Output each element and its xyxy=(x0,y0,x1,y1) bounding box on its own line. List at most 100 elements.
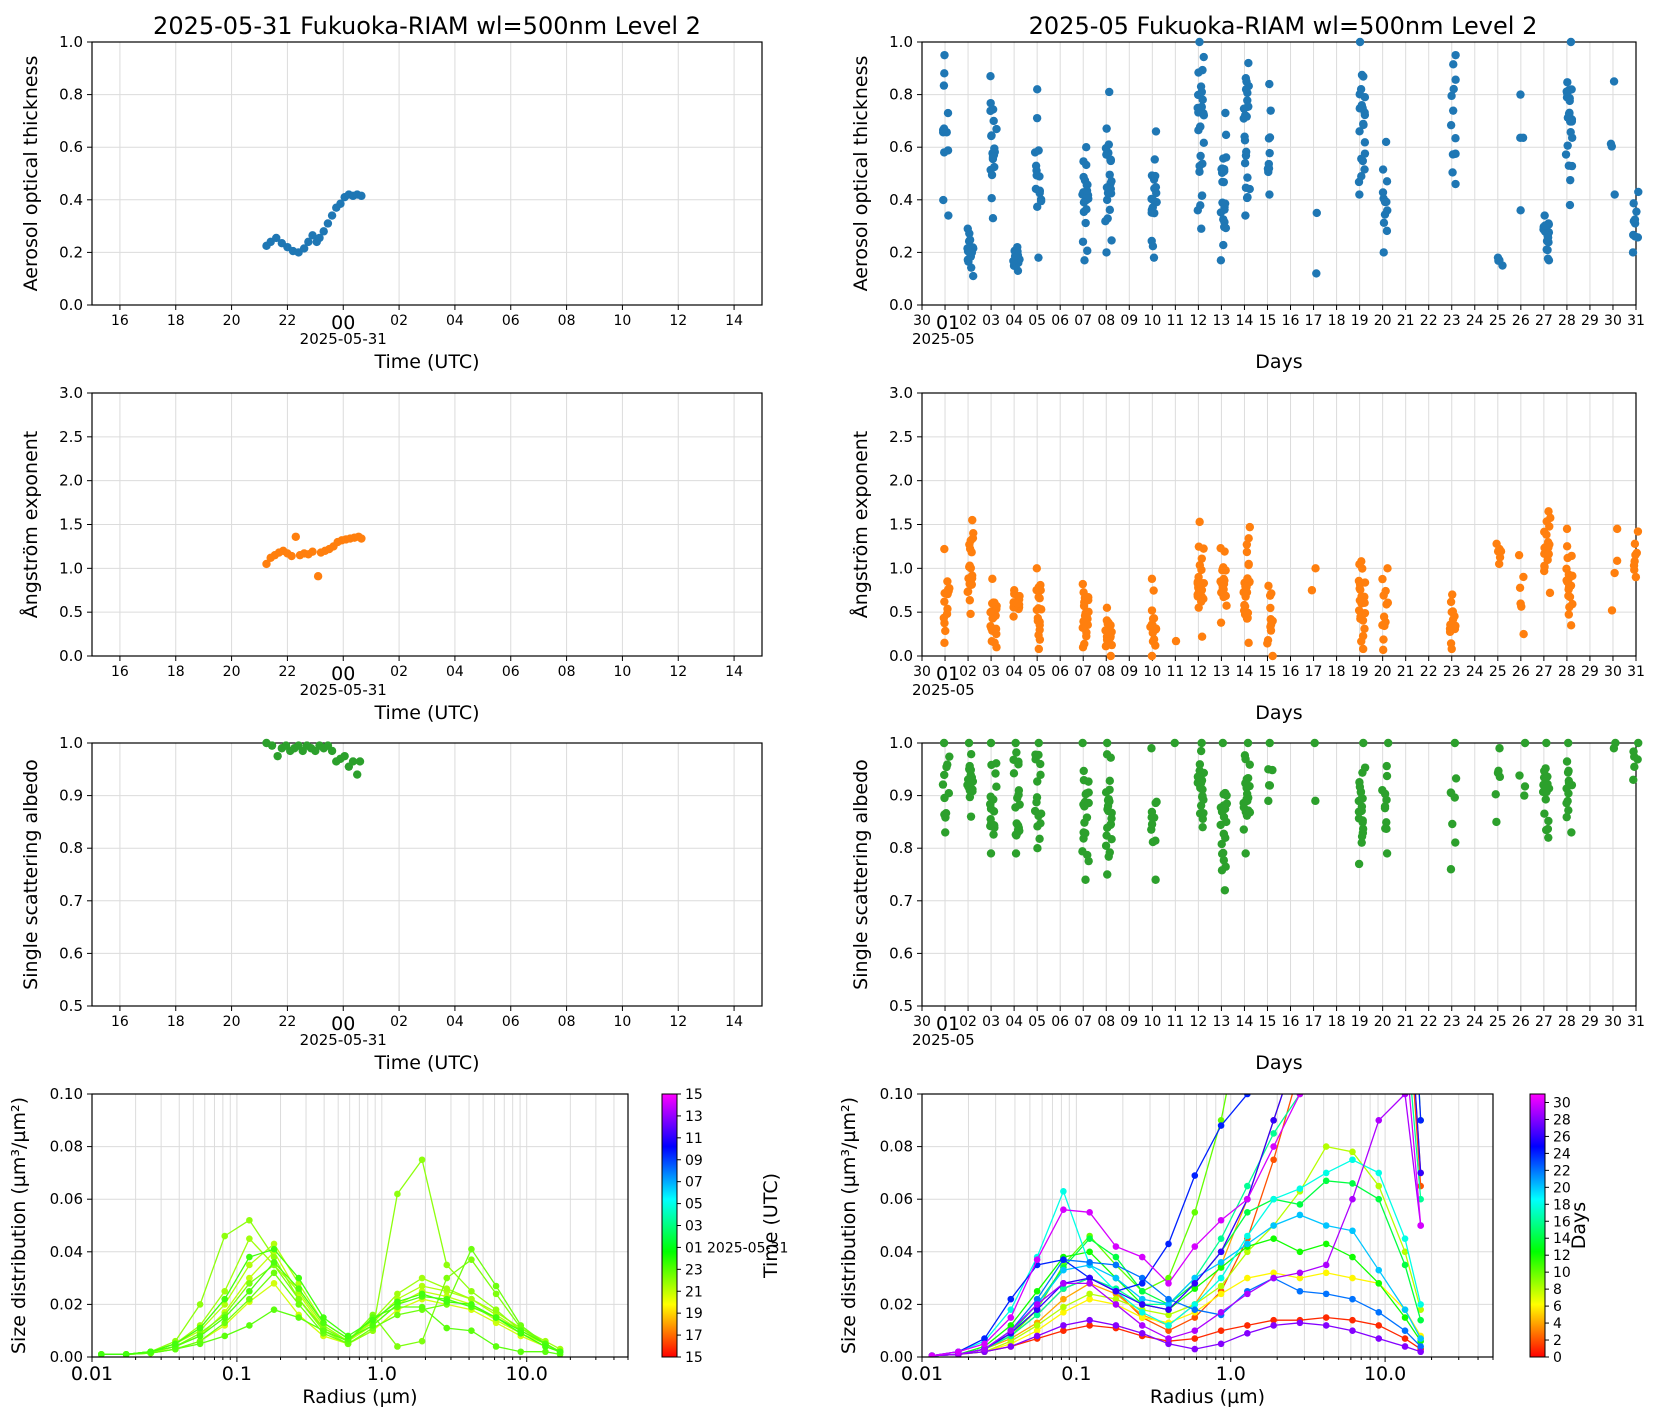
monthly-size-series-line xyxy=(931,1319,1421,1357)
monthly-ae-ytick-label: 1.5 xyxy=(889,516,913,534)
monthly-size-series-point xyxy=(1060,1206,1067,1214)
monthly-ae-point xyxy=(1539,566,1549,576)
daily-ssa-xtick-label: 06 xyxy=(502,1014,520,1030)
monthly-size-series-point xyxy=(1296,1185,1304,1192)
monthly-size-series-point xyxy=(1270,1117,1277,1124)
monthly-ae-point xyxy=(1610,568,1619,578)
daily-size-series-point xyxy=(221,1332,229,1340)
monthly-aot-point xyxy=(1083,246,1092,255)
monthly-colorbar-tick-label: 6 xyxy=(1553,1299,1562,1315)
monthly-ae-point xyxy=(1630,565,1639,575)
monthly-aot-point xyxy=(1630,232,1640,241)
daily-size-series-point xyxy=(394,1298,401,1306)
daily-size-series-point xyxy=(246,1280,253,1287)
monthly-ae-xtick-label: 20 xyxy=(1374,664,1392,680)
daily-aot-xtick-label: 00 xyxy=(331,312,355,334)
monthly-ssa-point xyxy=(1492,817,1501,827)
monthly-ssa-point xyxy=(1358,768,1367,777)
monthly-aot-point xyxy=(1240,136,1250,145)
right-figure-title: 2025-05 Fukuoka-RIAM wl=500nm Level 2 xyxy=(1029,12,1538,40)
monthly-size-series-point xyxy=(1033,1306,1041,1313)
daily-size-series-point xyxy=(517,1348,525,1356)
daily-size-series-point xyxy=(320,1319,327,1327)
monthly-size-series-point xyxy=(1375,696,1382,703)
monthly-aot-xtick-label: 02 xyxy=(959,313,977,329)
monthly-size-series-point xyxy=(1112,1253,1120,1261)
monthly-ssa-point xyxy=(1520,782,1530,791)
monthly-ae-point xyxy=(1544,543,1553,552)
monthly-colorbar-tick-label: 18 xyxy=(1553,1197,1571,1213)
monthly-ae-point xyxy=(1357,557,1366,566)
monthly-ae-point xyxy=(1545,588,1555,598)
monthly-aot-point xyxy=(1447,91,1456,101)
monthly-ssa-point xyxy=(1031,750,1040,759)
monthly-ae-point xyxy=(1519,572,1528,582)
monthly-aot-point xyxy=(1382,197,1391,207)
monthly-size-ytick-label: 0.04 xyxy=(880,1243,913,1261)
monthly-ssa-ytick-label: 1.0 xyxy=(889,734,913,752)
daily-colorbar-tick-label: 21 xyxy=(685,1284,703,1300)
monthly-ssa-point xyxy=(1359,738,1368,748)
monthly-ssa-point xyxy=(989,830,998,839)
monthly-ssa-point xyxy=(1242,774,1251,784)
monthly-ae-point xyxy=(1242,540,1252,549)
monthly-aot-point xyxy=(1151,127,1161,136)
daily-size-series-point xyxy=(418,1337,426,1345)
daily-ssa-ytick-label: 0.7 xyxy=(59,892,83,910)
monthly-size-series-point xyxy=(1297,1038,1304,1045)
monthly-aot-point xyxy=(1566,175,1575,185)
monthly-ssa-point xyxy=(1217,839,1226,849)
daily-size-series-point xyxy=(270,1280,278,1287)
monthly-ae-point xyxy=(1450,611,1459,621)
daily-aot-ytick-label: 0.2 xyxy=(59,243,83,261)
monthly-ae-xtick-label: 04 xyxy=(1005,664,1023,680)
monthly-ssa-xtick-label: 03 xyxy=(982,1014,1000,1030)
monthly-size-series-point xyxy=(1270,1130,1277,1137)
daily-colorbar-tick-label: 23 xyxy=(685,1262,703,1278)
monthly-size-series-point xyxy=(1086,1259,1093,1266)
daily-size-series-point xyxy=(221,1287,229,1295)
monthly-ssa-point xyxy=(1011,738,1020,748)
monthly-ae-point xyxy=(986,608,995,617)
monthly-ssa-point xyxy=(1382,818,1391,827)
monthly-aot-point xyxy=(1378,188,1388,197)
monthly-ssa-point xyxy=(1081,875,1090,884)
daily-aot-xtick-label: 16 xyxy=(111,313,129,329)
monthly-size-series-point xyxy=(1138,1280,1146,1287)
monthly-size-series-point xyxy=(1060,1256,1067,1263)
monthly-size-series-point xyxy=(1165,1295,1172,1303)
monthly-ssa-point xyxy=(1033,844,1042,853)
monthly-aot-point xyxy=(1217,168,1227,178)
monthly-size-series-point xyxy=(1033,1256,1041,1263)
monthly-ssa-point xyxy=(1383,738,1393,748)
monthly-size-series-point xyxy=(1270,1143,1277,1150)
monthly-size-series-point xyxy=(1375,1117,1383,1124)
monthly-size-series-point xyxy=(1296,1211,1304,1219)
monthly-ssa-point xyxy=(1629,747,1638,756)
monthly-ae-xtick-label: 30 xyxy=(913,664,931,680)
monthly-aot-point xyxy=(1356,85,1366,94)
monthly-size-series-point xyxy=(1086,1209,1093,1216)
monthly-size-series-point xyxy=(1244,1274,1251,1282)
monthly-ae-point xyxy=(1383,598,1393,607)
monthly-size-series-point xyxy=(1375,854,1382,861)
monthly-ssa-point xyxy=(1105,776,1115,786)
monthly-size-series-point xyxy=(1270,1316,1277,1324)
daily-size-series-line xyxy=(101,1258,561,1356)
monthly-ssa-point xyxy=(1036,809,1046,818)
monthly-size-series-point xyxy=(1322,1290,1330,1298)
monthly-ssa-point xyxy=(1451,774,1461,783)
monthly-aot-point xyxy=(1242,77,1251,86)
monthly-aot-point xyxy=(1221,108,1230,118)
monthly-ssa-point xyxy=(1014,786,1024,795)
daily-aot-xtick-label: 06 xyxy=(502,313,520,329)
monthly-size-series-point xyxy=(1402,1038,1409,1045)
monthly-size-series-point xyxy=(1402,828,1409,835)
monthly-ae-xtick-label: 01 xyxy=(936,663,960,685)
monthly-size-series-point xyxy=(1417,1169,1424,1177)
monthly-ssa-point xyxy=(1515,771,1524,780)
monthly-ae-point xyxy=(1562,576,1571,585)
monthly-size-series-point xyxy=(1296,1094,1304,1098)
monthly-ae-xtick-label: 18 xyxy=(1328,664,1346,680)
monthly-ssa-point xyxy=(1310,738,1319,748)
